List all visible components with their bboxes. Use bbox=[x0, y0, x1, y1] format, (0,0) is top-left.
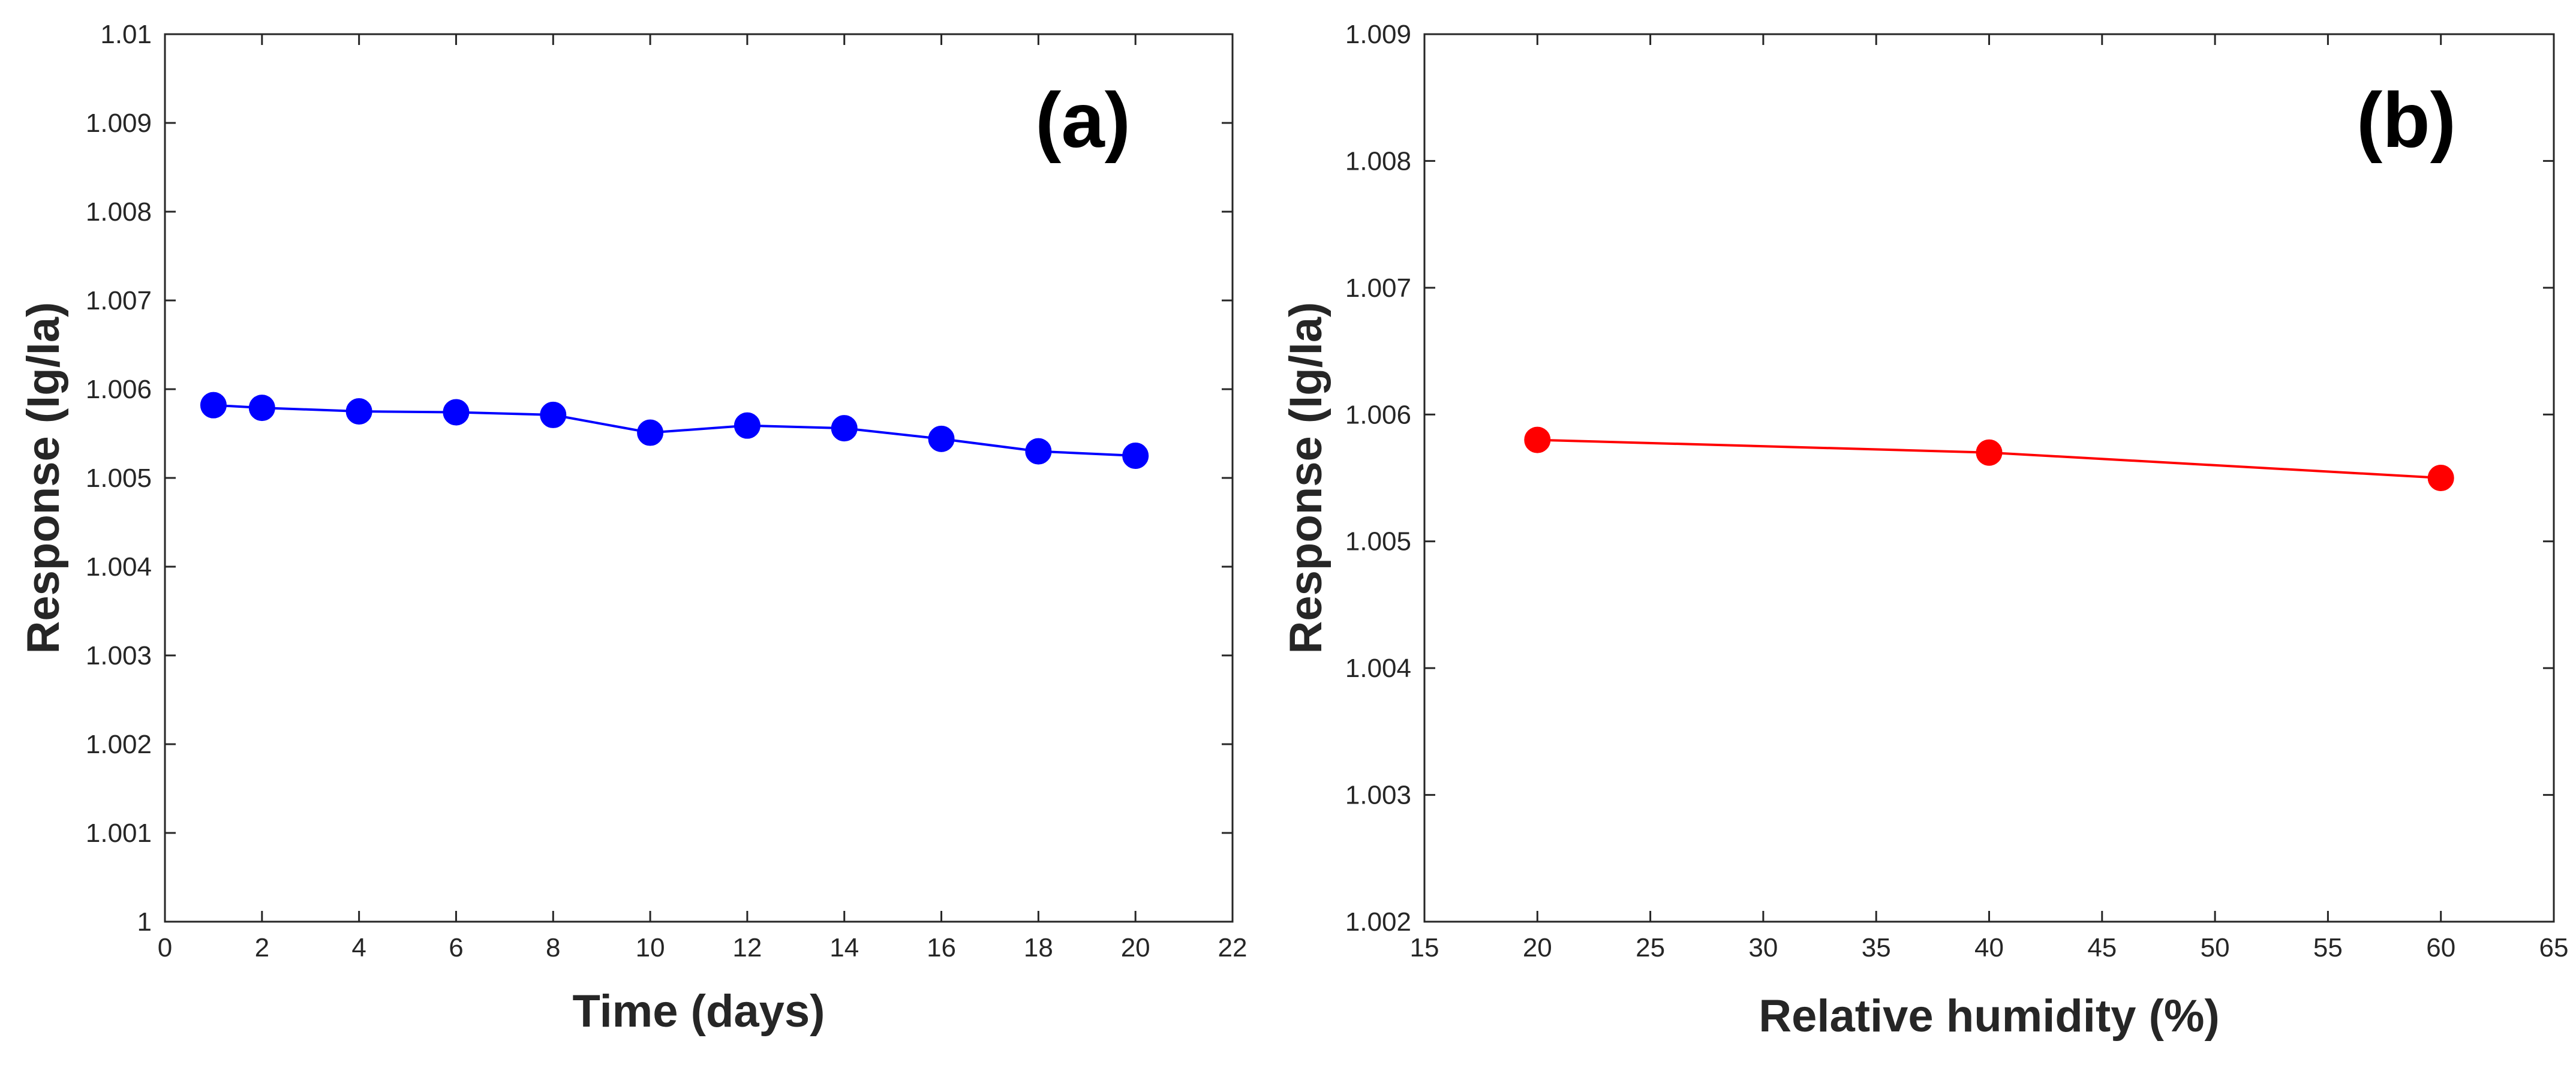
x-tick-label-b: 45 bbox=[2087, 933, 2117, 962]
x-axis-label-b: Relative humidity (%) bbox=[1759, 991, 2220, 1042]
y-tick-label-b: 1.007 bbox=[1345, 273, 1411, 303]
y-tick-label-a: 1.002 bbox=[86, 730, 152, 759]
x-tick-label-a: 16 bbox=[927, 933, 956, 962]
data-point-a bbox=[734, 412, 761, 439]
y-tick-label-b: 1.008 bbox=[1345, 146, 1411, 176]
y-tick-label-a: 1.009 bbox=[86, 109, 152, 138]
y-axis-label-b: Response (Ig/Ia) bbox=[1281, 302, 1331, 654]
panel-label-b: (b) bbox=[2356, 76, 2456, 164]
x-tick-label-a: 20 bbox=[1121, 933, 1150, 962]
x-tick-label-a: 14 bbox=[829, 933, 859, 962]
x-tick-label-b: 15 bbox=[1410, 933, 1439, 962]
x-tick-label-b: 55 bbox=[2313, 933, 2343, 962]
x-tick-label-a: 10 bbox=[636, 933, 665, 962]
x-tick-label-a: 0 bbox=[158, 933, 172, 962]
y-tick-label-a: 1.001 bbox=[86, 819, 152, 848]
x-tick-label-b: 35 bbox=[1862, 933, 1891, 962]
data-point-a bbox=[200, 392, 227, 419]
x-tick-label-b: 30 bbox=[1748, 933, 1778, 962]
y-tick-label-a: 1.008 bbox=[86, 197, 152, 227]
y-tick-label-b: 1.009 bbox=[1345, 20, 1411, 49]
data-point-a bbox=[248, 395, 275, 422]
x-tick-label-a: 18 bbox=[1024, 933, 1053, 962]
x-tick-label-b: 25 bbox=[1636, 933, 1665, 962]
chart-panel-a: 0 2 4 6 8 10 12 14 16 18 20 22 1 1.001 1.002 1.003 1.004… bbox=[18, 20, 1247, 1037]
data-point-a bbox=[1122, 443, 1149, 469]
x-tick-label-b: 40 bbox=[1974, 933, 2004, 962]
x-tick-label-a: 8 bbox=[546, 933, 560, 962]
x-tick-label-b: 20 bbox=[1523, 933, 1552, 962]
y-tick-label-a: 1.007 bbox=[86, 286, 152, 315]
data-point-b bbox=[1524, 426, 1551, 453]
data-point-a bbox=[540, 401, 567, 428]
x-axis-label-a: Time (days) bbox=[573, 986, 825, 1037]
y-axis-label-a: Response (Ig/Ia) bbox=[18, 302, 69, 654]
y-tick-label-a: 1.004 bbox=[86, 552, 152, 582]
x-tick-label-a: 6 bbox=[449, 933, 463, 962]
x-tick-label-a: 22 bbox=[1218, 933, 1248, 962]
panel-label-a: (a) bbox=[1035, 76, 1131, 164]
x-tick-label-b: 65 bbox=[2539, 933, 2569, 962]
y-tick-label-a: 1 bbox=[137, 907, 152, 937]
y-tick-label-a: 1.01 bbox=[100, 20, 152, 49]
data-point-b bbox=[2427, 465, 2454, 491]
chart-panel-b: 15 20 25 30 35 40 45 50 55 60 65 1.002 1.003 1.004 1.0… bbox=[1281, 20, 2568, 1042]
y-tick-label-b: 1.004 bbox=[1345, 654, 1411, 683]
data-point-a bbox=[637, 419, 664, 446]
data-point-a bbox=[831, 415, 858, 442]
y-tick-label-b: 1.003 bbox=[1345, 781, 1411, 810]
y-tick-label-a: 1.003 bbox=[86, 641, 152, 670]
y-tick-label-b: 1.006 bbox=[1345, 400, 1411, 429]
data-point-a bbox=[928, 425, 955, 452]
y-tick-label-a: 1.005 bbox=[86, 464, 152, 493]
data-point-a bbox=[1025, 438, 1052, 465]
y-tick-label-a: 1.006 bbox=[86, 375, 152, 404]
y-tick-label-b: 1.005 bbox=[1345, 527, 1411, 556]
x-tick-label-a: 12 bbox=[732, 933, 762, 962]
x-tick-label-a: 4 bbox=[351, 933, 366, 962]
x-tick-label-a: 2 bbox=[255, 933, 269, 962]
data-point-a bbox=[345, 398, 372, 425]
data-point-b bbox=[1976, 439, 2003, 466]
data-point-a bbox=[443, 399, 470, 426]
x-tick-label-b: 50 bbox=[2201, 933, 2230, 962]
y-tick-label-b: 1.002 bbox=[1345, 907, 1411, 937]
x-tick-label-b: 60 bbox=[2426, 933, 2455, 962]
